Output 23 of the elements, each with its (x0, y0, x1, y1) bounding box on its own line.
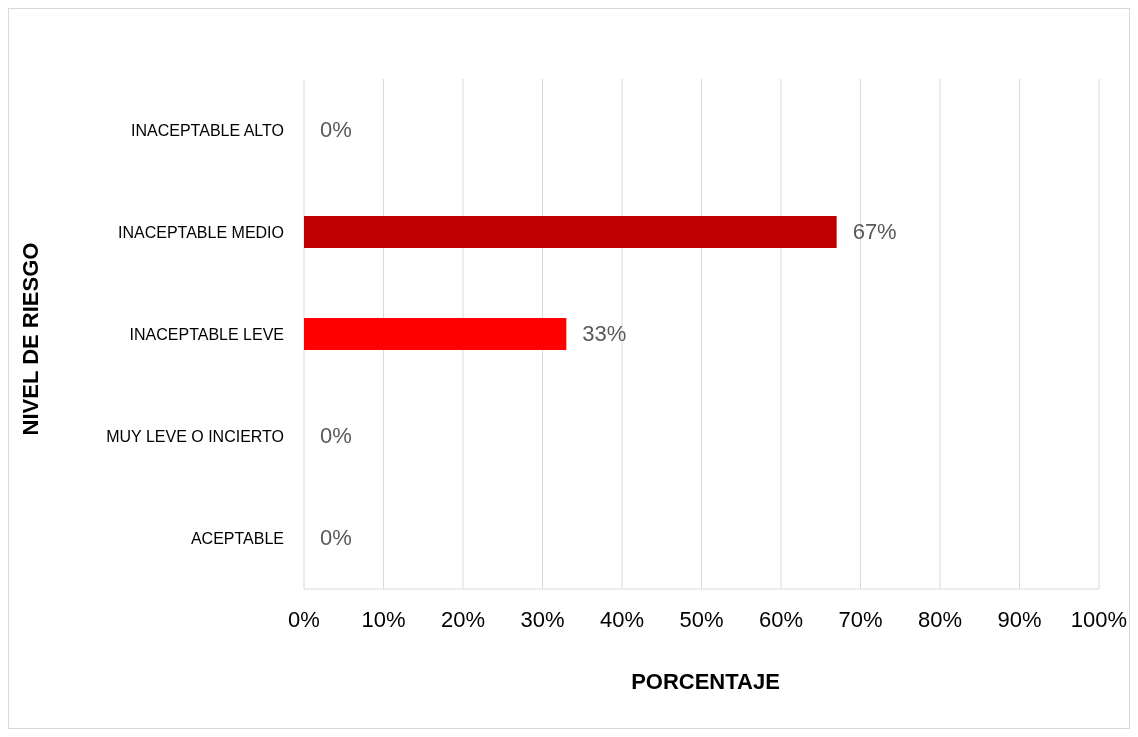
data-label: 67% (852, 219, 897, 245)
x-tick-label: 100% (1070, 606, 1128, 632)
y-tick-label: INACEPTABLE LEVE (129, 325, 284, 343)
y-axis-title: NIVEL DE RIESGO (18, 242, 44, 436)
x-tick-label: 60% (758, 606, 804, 632)
data-label: 0% (320, 423, 352, 449)
y-tick-label: ACEPTABLE (190, 529, 284, 547)
x-tick-label: 70% (838, 606, 883, 632)
x-axis-title: PORCENTAJE (630, 669, 781, 695)
x-tick-label: 0% (288, 606, 320, 632)
data-label: 0% (320, 117, 352, 143)
data-label: 0% (320, 525, 352, 551)
y-tick-label: INACEPTABLE ALTO (131, 121, 284, 139)
x-tick-label: 20% (440, 606, 486, 632)
data-label: 33% (582, 321, 627, 347)
y-tick-label: MUY LEVE O INCIERTO (106, 427, 284, 445)
x-tick-label: 40% (599, 606, 645, 632)
x-tick-label: 10% (361, 606, 406, 632)
x-tick-label: 80% (917, 606, 963, 632)
y-tick-label: INACEPTABLE MEDIO (118, 223, 284, 241)
x-tick-label: 30% (520, 606, 565, 632)
x-tick-label: 90% (997, 606, 1042, 632)
x-tick-label: 50% (679, 606, 724, 632)
